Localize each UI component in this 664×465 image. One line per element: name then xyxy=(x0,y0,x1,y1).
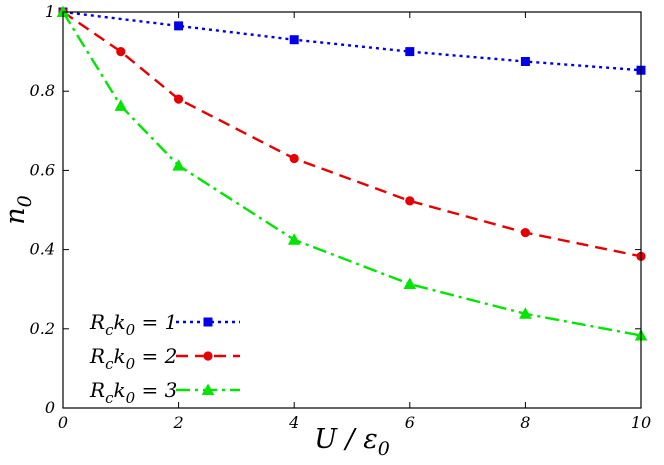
series-2-point xyxy=(520,227,531,238)
legend-label-3: Rck0 = 3 xyxy=(89,378,177,407)
series-1-point xyxy=(289,35,299,45)
y-tick-label: 0.2 xyxy=(30,319,55,338)
x-tick-label: 4 xyxy=(288,413,299,432)
x-tick-label: 8 xyxy=(520,413,530,432)
series-1-line xyxy=(62,10,642,72)
series-1-point xyxy=(520,57,530,66)
y-tick-label: 0 xyxy=(45,398,55,417)
series-2-line xyxy=(62,11,642,258)
legend-marker-1 xyxy=(203,317,213,327)
legend-label-1: Rck0 = 1 xyxy=(89,310,177,339)
y-axis-title: n0 xyxy=(0,195,36,224)
legend: Rck0 = 1 Rck0 = 2 Rck0 = 3 xyxy=(89,310,240,407)
series-3-line xyxy=(61,11,642,337)
series-3-point xyxy=(56,5,70,17)
series-1-point xyxy=(405,47,415,57)
series-1-point xyxy=(174,21,184,31)
y-tick-label: 0.4 xyxy=(30,240,55,259)
series-3-point xyxy=(403,277,417,290)
x-tick-label: 2 xyxy=(173,413,184,432)
legend-marker-3 xyxy=(201,383,215,395)
plot-frame xyxy=(62,11,642,409)
series-3-point xyxy=(114,99,128,111)
y-tick-label: 0.6 xyxy=(30,160,55,179)
x-tick-label: 10 xyxy=(631,413,651,432)
x-tick-label: 0 xyxy=(58,413,68,432)
legend-label-2: Rck0 = 2 xyxy=(89,344,177,373)
series-3-point xyxy=(172,159,185,171)
legend-marker-2 xyxy=(203,351,213,361)
series-2-point xyxy=(174,94,184,104)
y-tick-label: 0.8 xyxy=(30,81,55,100)
series-3-point xyxy=(519,307,532,319)
series-3-point xyxy=(287,233,301,245)
series-2-point xyxy=(405,196,415,206)
y-tick-label: 1 xyxy=(45,2,55,21)
series-2-point xyxy=(289,153,299,164)
x-tick-label: 6 xyxy=(405,413,415,432)
x-axis-title: U / ε0 xyxy=(314,424,390,460)
series-2-point xyxy=(116,47,126,57)
